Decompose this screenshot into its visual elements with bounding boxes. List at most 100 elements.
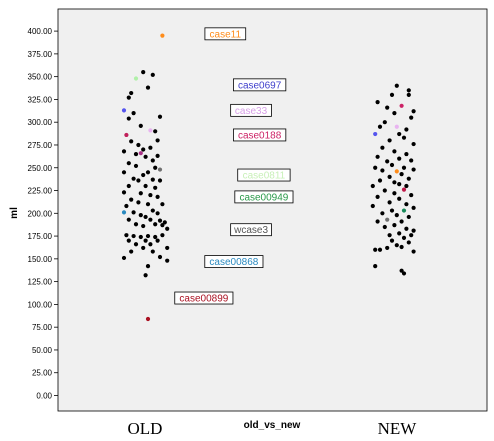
- data-point-old: [131, 233, 136, 239]
- data-point-old: [160, 33, 165, 38]
- data-point-old: [133, 151, 139, 157]
- y-tick-label: 0.00: [36, 392, 52, 401]
- annotation-box: [174, 291, 234, 305]
- data-point-new: [375, 100, 380, 105]
- data-point-old: [160, 223, 165, 228]
- data-point-new: [389, 208, 395, 213]
- annotation-box: [230, 223, 272, 237]
- y-tick-label: 175.00: [28, 232, 53, 241]
- data-point-old: [157, 167, 163, 172]
- data-point-old: [126, 183, 131, 189]
- data-point-old: [143, 273, 148, 278]
- y-tick-label: 350.00: [28, 73, 53, 82]
- y-axis-label: ml: [9, 207, 20, 219]
- data-point-new: [401, 135, 407, 140]
- data-point-new: [382, 188, 387, 193]
- data-point-new: [377, 124, 383, 129]
- data-point-old: [133, 222, 139, 227]
- data-point-new: [389, 238, 395, 243]
- data-point-old: [160, 202, 165, 207]
- data-point-new: [385, 245, 390, 251]
- y-tick-label: 25.00: [32, 369, 53, 378]
- annotation-box: [230, 103, 272, 117]
- data-point-new: [397, 231, 402, 236]
- data-point-old: [131, 210, 136, 215]
- data-point-old: [155, 138, 160, 143]
- data-point-old: [133, 163, 139, 169]
- data-point-old: [153, 165, 158, 170]
- data-point-old: [153, 185, 158, 190]
- data-point-old: [165, 226, 170, 231]
- data-point-old: [138, 234, 143, 240]
- data-point-new: [401, 235, 407, 240]
- data-point-new: [406, 240, 411, 245]
- annotation-text: case00868: [209, 257, 258, 268]
- annotation-box: [233, 128, 287, 142]
- annotation-case00949: case00949: [234, 190, 294, 204]
- annotation-wcase3: wcase3: [230, 223, 272, 237]
- data-point-old: [129, 139, 134, 144]
- data-point-new: [387, 138, 392, 143]
- annotation-case00899: case00899: [174, 291, 234, 305]
- data-point-old: [143, 154, 148, 159]
- data-point-old: [131, 110, 136, 116]
- data-point-old: [121, 190, 127, 195]
- data-point-new: [399, 244, 404, 250]
- y-tick-label: 300.00: [28, 118, 53, 127]
- data-point-new: [411, 167, 416, 172]
- data-point-old: [143, 238, 148, 243]
- data-point-new: [409, 158, 414, 163]
- data-point-new: [401, 187, 407, 192]
- annotation-box: [204, 255, 264, 268]
- data-point-new: [385, 217, 390, 222]
- data-point-old: [121, 108, 127, 113]
- y-tick-label: 275.00: [28, 141, 53, 150]
- y-axis-ticks: 0.00 25.00 50.00 75.00 100.00 125.00 150.00 175…: [28, 27, 58, 401]
- data-point-old: [150, 177, 155, 182]
- data-point-old: [129, 90, 134, 96]
- annotation-box: [234, 190, 294, 204]
- data-point-old: [138, 123, 143, 128]
- data-point-old: [121, 255, 127, 261]
- data-point-old: [145, 202, 151, 207]
- category-label-old: OLD: [128, 419, 163, 438]
- data-point-new: [401, 165, 407, 170]
- data-point-old: [143, 183, 148, 189]
- data-point-new: [380, 211, 385, 216]
- data-point-new: [409, 192, 414, 198]
- data-point-new: [370, 183, 375, 189]
- data-point-old: [124, 132, 129, 138]
- data-point-new: [375, 154, 380, 159]
- data-point-old: [141, 172, 146, 178]
- data-point-new: [397, 131, 402, 137]
- data-point-old: [126, 238, 131, 243]
- data-point-new: [385, 159, 390, 164]
- data-point-old: [136, 142, 141, 148]
- data-point-old: [141, 245, 146, 251]
- annotation-text: case00949: [239, 192, 288, 203]
- data-point-old: [124, 203, 129, 209]
- data-point-old: [145, 85, 151, 90]
- data-point-old: [155, 238, 160, 243]
- data-point-new: [404, 151, 409, 157]
- data-point-new: [387, 233, 392, 238]
- data-point-new: [411, 205, 416, 210]
- data-point-old: [148, 128, 153, 133]
- data-point-old: [131, 176, 136, 181]
- data-point-old: [126, 217, 131, 222]
- y-tick-label: 50.00: [32, 346, 53, 355]
- annotation-box: [237, 168, 291, 182]
- data-point-old: [160, 233, 165, 238]
- data-point-old: [157, 218, 163, 223]
- data-point-old: [165, 245, 170, 251]
- data-point-old: [155, 153, 160, 159]
- y-tick-label: 250.00: [28, 164, 53, 173]
- data-point-old: [133, 76, 139, 81]
- data-point-new: [394, 243, 399, 248]
- data-point-new: [373, 131, 378, 137]
- annotation-case11: case11: [204, 27, 247, 40]
- data-point-old: [157, 178, 163, 183]
- data-point-new: [404, 127, 409, 132]
- data-point-old: [129, 249, 134, 254]
